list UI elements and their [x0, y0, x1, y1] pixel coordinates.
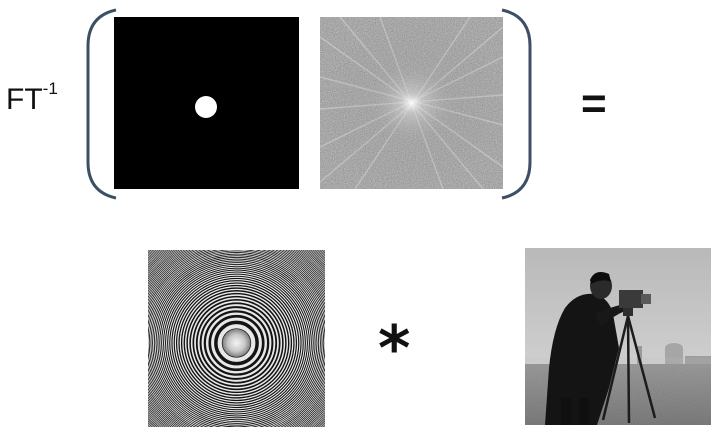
lowpass-mask-image	[114, 17, 299, 189]
ring-stroke	[197, 304, 276, 382]
ring-stroke	[151, 257, 322, 427]
ring-stroke	[172, 278, 301, 408]
ring-stroke	[150, 256, 323, 427]
ring-stroke	[148, 250, 325, 427]
ring-stroke	[148, 251, 325, 427]
ring-stroke	[203, 310, 270, 376]
left-bracket	[86, 8, 117, 200]
ring-stroke	[199, 305, 274, 381]
ring-kernel-image	[148, 250, 325, 427]
ring-stroke	[158, 264, 315, 422]
ring-stroke	[213, 320, 260, 366]
ring-stroke	[152, 258, 321, 427]
ring-stroke	[180, 287, 293, 399]
ring-stroke	[182, 288, 291, 398]
right-bracket	[501, 8, 532, 200]
ring-stroke	[170, 276, 303, 410]
ring-stroke	[174, 281, 299, 405]
ring-stroke	[210, 317, 263, 369]
ring-stroke	[184, 291, 289, 395]
ring-stroke	[186, 292, 287, 394]
ring-stroke	[177, 283, 296, 403]
ring-stroke	[190, 297, 283, 389]
ring-stroke	[148, 251, 325, 427]
ring-stroke	[157, 263, 316, 423]
ring-stroke	[148, 253, 325, 427]
ring-stroke	[149, 256, 324, 427]
ring-stroke	[187, 294, 286, 392]
ring-stroke	[160, 266, 313, 420]
ring-stroke	[153, 260, 320, 426]
ring-stroke	[178, 284, 295, 402]
ring-stroke	[169, 275, 304, 411]
ring-stroke	[162, 269, 311, 417]
operator-text: FT	[6, 83, 43, 116]
ring-stroke	[217, 323, 256, 363]
ring-stroke	[168, 274, 305, 412]
ring-stroke	[148, 250, 325, 427]
operator-superscript: -1	[42, 79, 58, 98]
ring-stroke	[173, 280, 300, 406]
ring-stroke	[152, 259, 321, 427]
ring-stroke	[154, 261, 319, 425]
ring-stroke	[148, 252, 325, 427]
ring-stroke	[156, 262, 317, 424]
ring-stroke	[171, 277, 302, 409]
ring-stroke	[159, 265, 314, 421]
equals-sign: =	[581, 79, 607, 128]
fourier-spectrum-image	[320, 17, 503, 189]
ring-stroke	[148, 255, 325, 427]
ring-stroke	[155, 262, 318, 424]
inverse-fourier-operator: FT-1	[6, 80, 58, 116]
ring-stroke	[165, 272, 308, 414]
ring-center-blob	[222, 329, 251, 357]
ring-stroke	[164, 271, 309, 415]
ring-stroke	[163, 270, 310, 416]
ring-stroke	[175, 282, 298, 404]
ring-stroke	[189, 295, 284, 391]
ring-stroke	[195, 302, 278, 384]
cameraman-image	[525, 248, 711, 425]
ring-stroke	[161, 268, 312, 418]
ring-stroke	[205, 312, 268, 374]
ring-stroke	[179, 286, 294, 400]
ring-stroke	[208, 314, 265, 372]
ring-stroke	[192, 298, 281, 388]
ring-stroke	[166, 273, 307, 413]
ring-stroke	[183, 289, 290, 397]
ring-stroke	[201, 307, 272, 379]
ring-stroke	[161, 267, 312, 419]
ring-stroke	[193, 300, 280, 386]
ring-stroke	[148, 254, 325, 427]
convolution-sign: *	[378, 312, 411, 385]
